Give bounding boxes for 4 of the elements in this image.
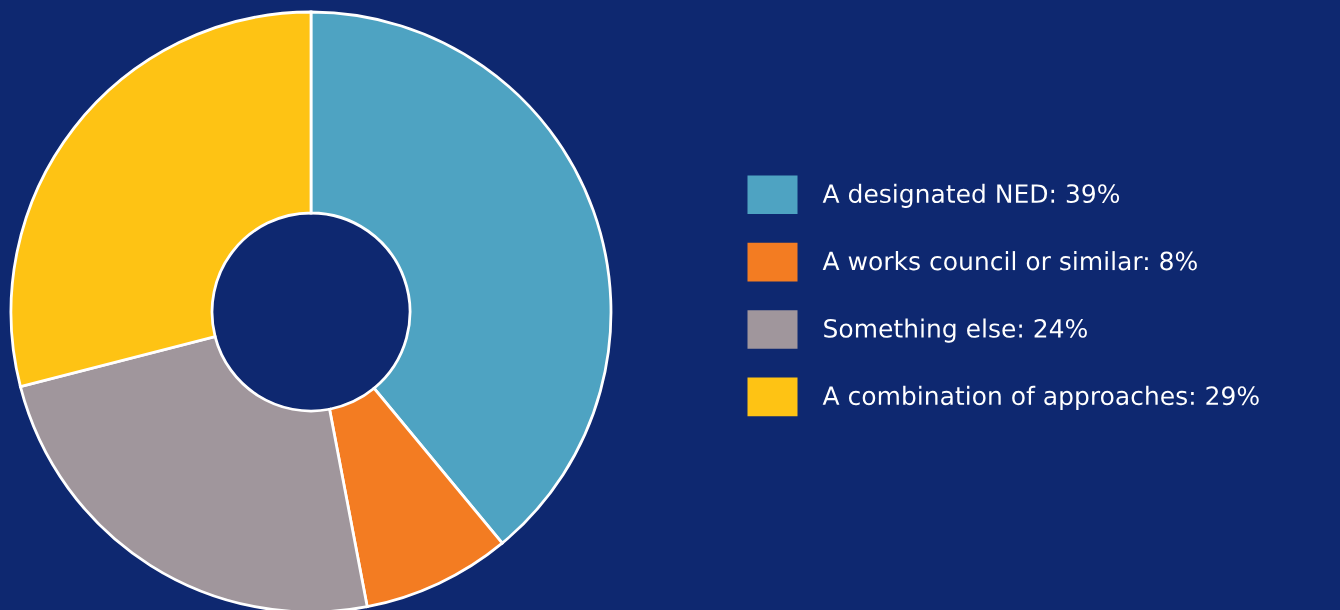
legend-label: A designated NED: 39% [822,183,1120,208]
legend-label: Something else: 24% [824,318,1087,343]
legend-label: A combination of approaches: 29% [822,385,1259,411]
legend-label: A works council or similar: 8% [822,251,1197,271]
